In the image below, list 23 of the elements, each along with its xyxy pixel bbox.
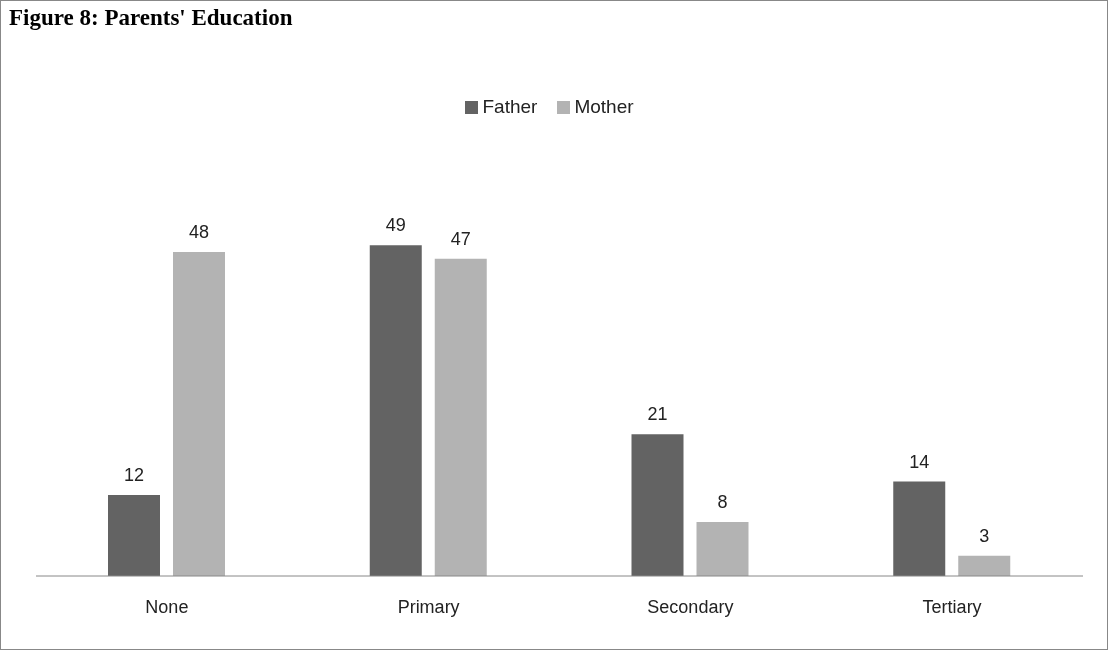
- data-label: 8: [717, 492, 728, 512]
- data-label: 14: [909, 451, 930, 472]
- data-label: 3: [979, 525, 990, 546]
- bar: [173, 252, 225, 576]
- x-tick-label: Primary: [397, 596, 460, 617]
- bar: [434, 258, 487, 576]
- legend-label: Mother: [574, 96, 634, 117]
- x-tick-label: Secondary: [647, 596, 734, 617]
- bar: [958, 555, 1011, 576]
- data-label: 12: [123, 465, 145, 485]
- legend-label: Father: [482, 96, 538, 117]
- bar: [108, 495, 160, 576]
- bar: [696, 522, 749, 576]
- data-label: 49: [385, 215, 406, 236]
- data-label: 48: [188, 222, 210, 242]
- data-label: 21: [647, 404, 668, 425]
- chart-title: Figure 8: Parents' Education: [9, 5, 293, 31]
- bar: [631, 434, 684, 576]
- x-tick-label: Tertiary: [922, 596, 982, 617]
- x-tick-label: None: [145, 596, 189, 617]
- bar: [893, 481, 946, 576]
- data-label: 47: [450, 228, 471, 249]
- bar: [369, 245, 422, 576]
